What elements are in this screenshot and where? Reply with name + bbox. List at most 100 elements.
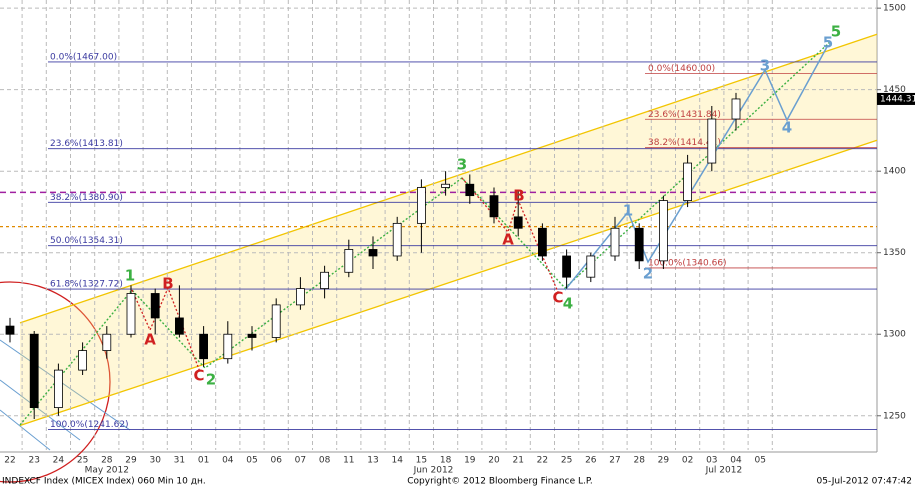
wave-path — [19, 41, 831, 426]
month-label: May 2012 — [85, 466, 129, 476]
correction-path — [131, 286, 201, 373]
candle-body — [102, 333, 112, 351]
x-tick-label: 24 — [53, 456, 65, 466]
x-tick-label: 01 — [198, 456, 209, 466]
candle-body — [659, 200, 668, 262]
projection-path — [564, 44, 829, 291]
x-tick-label: 25 — [77, 456, 88, 466]
projection-label: 3 — [760, 57, 770, 75]
candle-body — [610, 227, 620, 257]
candle-body — [538, 227, 547, 257]
month-label: Jul 2012 — [705, 466, 743, 476]
x-tick-label: 25 — [561, 456, 572, 466]
x-tick-label: 29 — [658, 456, 670, 466]
projection-label: 4 — [782, 119, 792, 137]
fib-label-recent: 23.6%(1431.84) — [648, 110, 721, 120]
fib-label: 23.6%(1413.81) — [50, 139, 123, 149]
wave-label: 1 — [125, 267, 135, 285]
candle-body — [295, 288, 305, 306]
candle-body — [465, 183, 475, 197]
channel-upper — [19, 33, 878, 324]
candle-body — [247, 333, 257, 338]
correction-label: B — [513, 187, 524, 205]
candle-body — [5, 325, 15, 335]
fib-label: 100.0%(1241.62) — [50, 420, 129, 430]
x-tick-label: 08 — [319, 456, 331, 466]
candle-body — [392, 222, 402, 257]
x-tick-label: 05 — [246, 456, 257, 466]
candle-body — [489, 195, 499, 218]
month-label: Jun 2012 — [413, 466, 454, 476]
fib-label: 38.2%(1380.90) — [50, 193, 123, 203]
x-tick-label: 13 — [367, 456, 378, 466]
fib-label-recent: 100.0%(1340.66) — [648, 258, 727, 268]
correction-label: C — [552, 289, 563, 307]
candle-body — [586, 255, 596, 278]
candle-body — [150, 293, 160, 319]
x-tick-label: 22 — [4, 456, 15, 466]
wave-label: 5 — [831, 23, 841, 41]
x-tick-label: 27 — [609, 456, 620, 466]
correction-label: A — [144, 331, 156, 349]
x-tick-label: 02 — [682, 456, 693, 466]
candle-body — [634, 227, 644, 262]
x-tick-label: 11 — [343, 456, 354, 466]
y-tick-label: 1350 — [883, 248, 906, 258]
candle-body — [29, 333, 39, 409]
candle-body — [223, 333, 233, 360]
plot-area — [0, 0, 877, 452]
candle-body — [683, 162, 692, 201]
x-tick-label: 23 — [28, 456, 39, 466]
candle-body — [199, 333, 209, 360]
candle-body — [271, 304, 281, 338]
projection-label: 5 — [823, 34, 833, 52]
projection-label: 2 — [643, 265, 653, 283]
x-tick-label: 03 — [706, 456, 717, 466]
candle-body — [416, 187, 426, 224]
y-tick-label: 1500 — [883, 4, 906, 14]
x-tick-label: 30 — [149, 456, 161, 466]
y-tick-label: 1300 — [883, 330, 906, 340]
highlight-circle — [0, 281, 111, 483]
last-price-box — [877, 92, 915, 105]
x-tick-label: 31 — [174, 456, 185, 466]
candle-body — [562, 255, 571, 278]
x-tick-label: 18 — [440, 456, 452, 466]
candle-body — [126, 293, 136, 335]
candle-body — [344, 249, 354, 273]
candle-body — [731, 98, 741, 120]
candle-body — [707, 118, 717, 164]
y-tick-label: 1450 — [883, 85, 906, 95]
x-tick-label: 15 — [416, 456, 427, 466]
x-tick-label: 05 — [754, 456, 765, 466]
y-tick-label: 1400 — [883, 167, 906, 177]
x-tick-label: 22 — [537, 456, 548, 466]
correction-label: A — [502, 231, 514, 249]
channel-lower — [19, 139, 878, 427]
correction-label: B — [162, 275, 173, 293]
channel-fill — [20, 34, 877, 426]
fib-label: 0.0%(1467.00) — [50, 52, 117, 62]
x-tick-label: 06 — [270, 456, 282, 466]
x-tick-label: 14 — [391, 456, 403, 466]
last-price-label: 1444.31 — [880, 94, 915, 104]
candle-body — [174, 317, 184, 335]
x-tick-label: 28 — [633, 456, 645, 466]
x-tick-label: 28 — [101, 456, 113, 466]
projection-label: 1 — [623, 202, 633, 220]
fib-label: 50.0%(1354.31) — [50, 236, 123, 246]
candle-body — [78, 350, 87, 371]
wave-label: 4 — [563, 295, 573, 313]
x-tick-label: 07 — [295, 456, 306, 466]
fib-label: 61.8%(1327.72) — [50, 280, 123, 290]
x-tick-label: 19 — [464, 456, 476, 466]
x-tick-label: 20 — [488, 456, 500, 466]
candle-body — [320, 271, 330, 289]
candle-body — [54, 369, 63, 409]
footer-left: INDEXCF Index (MICEX Index) 060 Min 10 д… — [2, 477, 206, 487]
x-tick-label: 04 — [222, 456, 234, 466]
fib-label-recent: 0.0%(1460.00) — [648, 64, 715, 74]
correction-label: C — [193, 367, 204, 385]
x-tick-label: 29 — [125, 456, 137, 466]
